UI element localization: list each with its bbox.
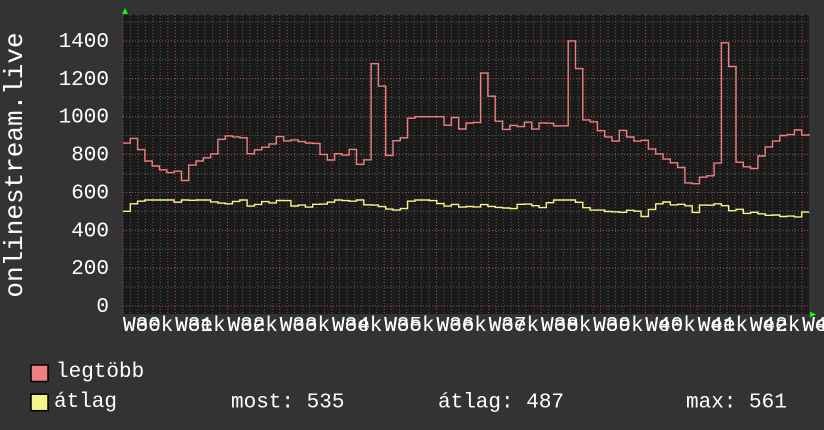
- svg-text:200: 200: [71, 258, 109, 281]
- svg-text:1200: 1200: [59, 69, 109, 92]
- svg-text:W31: W31: [175, 315, 213, 338]
- svg-text:W35: W35: [384, 315, 422, 338]
- svg-text:800: 800: [71, 145, 109, 168]
- svg-text:W42: W42: [750, 315, 788, 338]
- svg-text:W36: W36: [437, 315, 475, 338]
- svg-text:legtöbb: legtöbb: [56, 361, 144, 384]
- svg-text:W40: W40: [645, 315, 683, 338]
- svg-text:W30: W30: [123, 315, 161, 338]
- svg-text:400: 400: [71, 220, 109, 243]
- svg-text:most: 535: most: 535: [231, 392, 344, 415]
- svg-text:átlag: 487: átlag: 487: [438, 392, 564, 415]
- svg-text:W41: W41: [698, 315, 736, 338]
- svg-text:átlag: átlag: [54, 391, 117, 414]
- svg-text:1400: 1400: [59, 31, 109, 54]
- svg-text:W32: W32: [228, 315, 266, 338]
- svg-text:1000: 1000: [59, 107, 109, 130]
- svg-text:W33: W33: [280, 315, 318, 338]
- svg-text:600: 600: [71, 182, 109, 205]
- svg-text:W34: W34: [332, 315, 370, 338]
- svg-text:W38: W38: [541, 315, 579, 338]
- svg-text:W37: W37: [489, 315, 527, 338]
- svg-text:W43: W43: [802, 315, 824, 338]
- svg-text:W39: W39: [593, 315, 631, 338]
- svg-text:0: 0: [96, 296, 109, 319]
- svg-text:max: 561: max: 561: [686, 392, 787, 415]
